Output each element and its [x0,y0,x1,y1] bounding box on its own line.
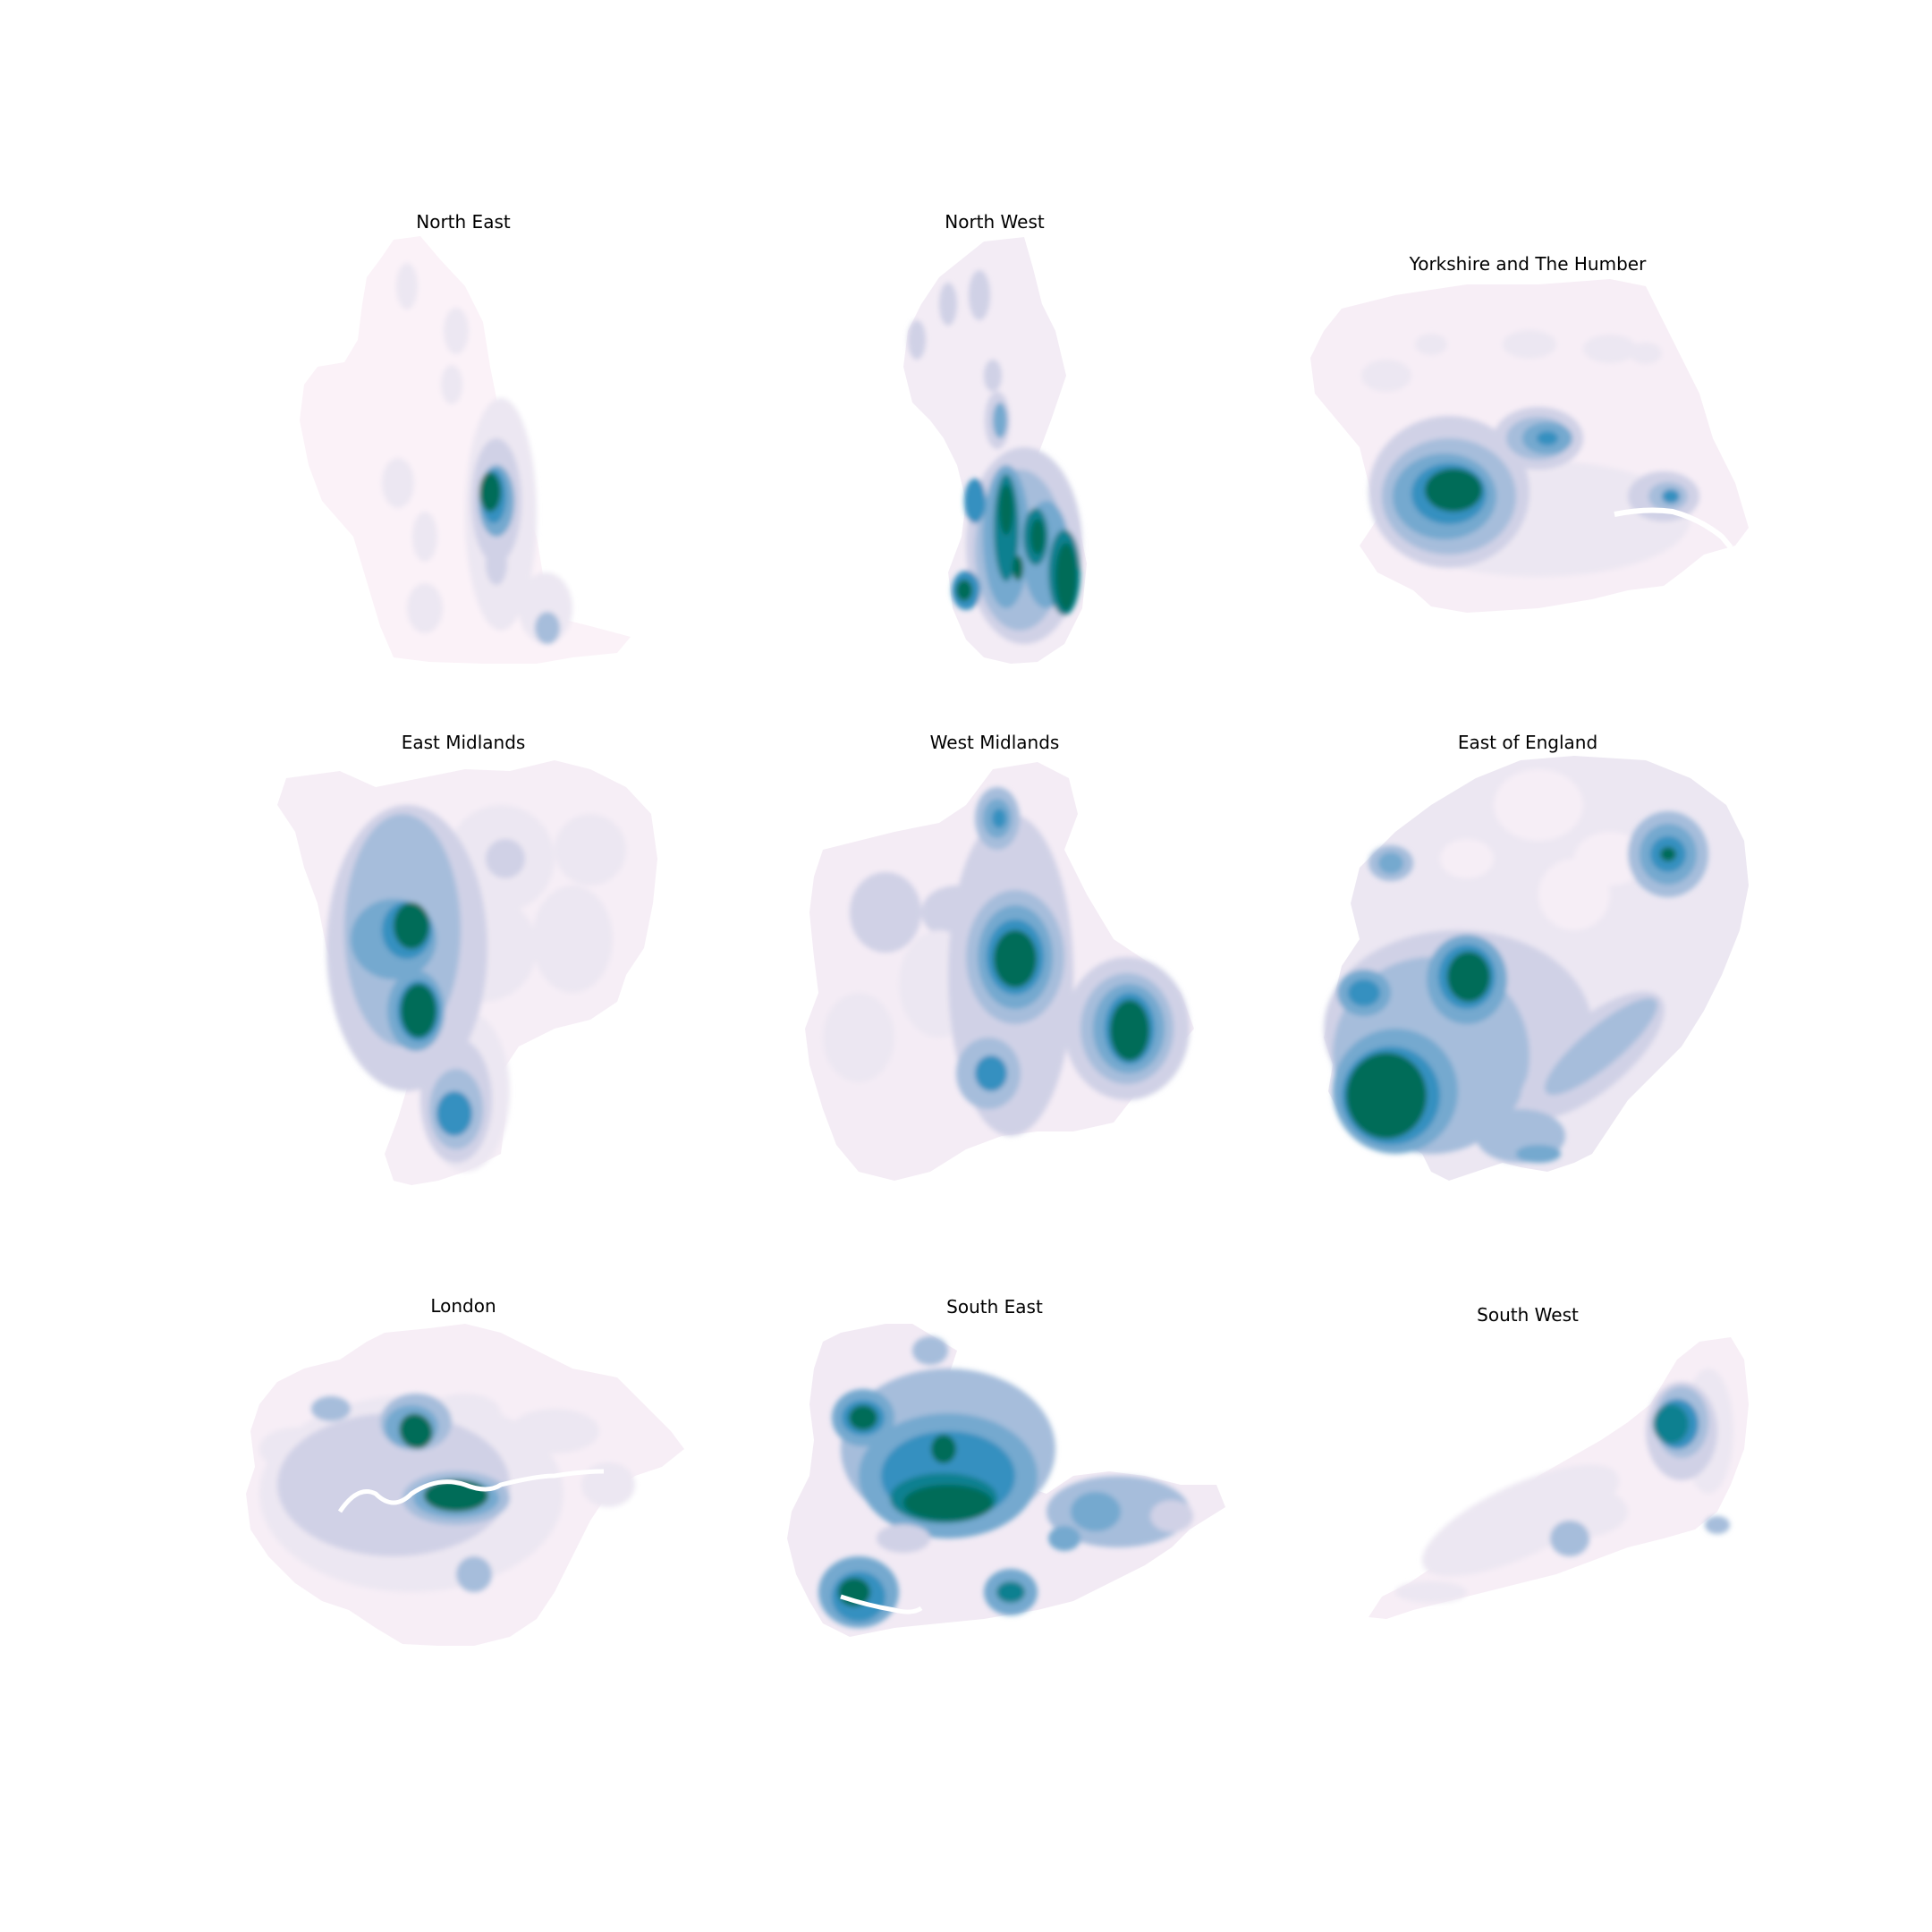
panel-title: North East [416,211,511,233]
panel-title: North West [945,211,1045,233]
density-contours [326,805,626,1172]
panel-title: South West [1477,1304,1579,1326]
panel-title: London [430,1295,496,1317]
panel-title: Yorkshire and The Humber [1409,253,1647,275]
panel-london: London [246,1295,684,1646]
panel-title: West Midlands [930,732,1060,753]
density-contours [1324,769,1708,1163]
region-shape [300,236,631,664]
panel-south-east: South East [787,1296,1225,1637]
panel-title: East of England [1458,732,1597,753]
panel-north-east: North East [300,211,631,664]
panel-west-midlands: West Midlands [805,732,1194,1181]
panel-title: East Midlands [402,732,526,753]
panel-east-midlands: East Midlands [277,732,657,1185]
panel-yorkshire: Yorkshire and The Humber [1310,253,1749,613]
panel-title: South East [946,1296,1043,1318]
density-contours [1361,330,1699,577]
river-thames [337,1469,605,1513]
coastline-inlet [840,1594,923,1614]
panel-south-west: South West [1368,1304,1749,1619]
density-contours [908,270,1082,644]
density-contours [382,263,572,644]
panel-north-west: North West [903,211,1087,664]
density-contours [818,1336,1193,1628]
panel-east-of-england: East of England [1324,732,1749,1181]
density-contours [823,787,1190,1136]
humber-estuary [1614,507,1733,549]
density-contours [1395,1368,1733,1603]
